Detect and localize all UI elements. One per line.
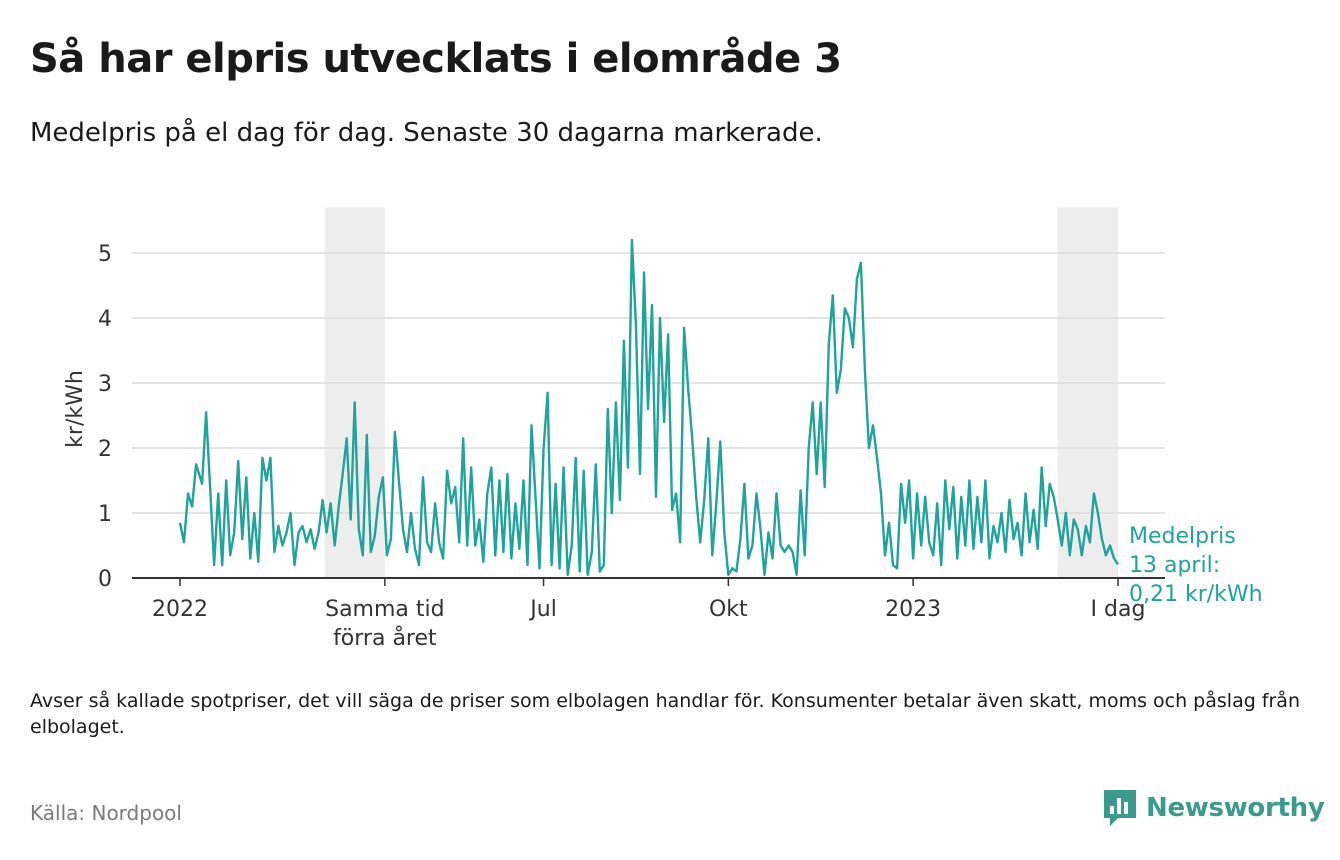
x-tick-label: 2022 [152, 597, 208, 622]
y-tick-label: 5 [98, 242, 112, 267]
price-line-chart: 0 1 2 3 4 5 kr/kWh 2022 Samma tid förra året Jul Ok… [63, 207, 1263, 651]
brand-name: Newsworthy [1146, 793, 1325, 823]
x-tick-label: förra året [333, 625, 437, 651]
series-line-medelpris [178, 238, 1119, 576]
y-tick-label: 1 [98, 502, 112, 527]
x-tick-label: Jul [528, 597, 557, 622]
annotation-line: 13 april: [1129, 553, 1220, 578]
y-axis-label: kr/kWh [63, 370, 88, 448]
y-tick-label: 4 [98, 307, 112, 332]
x-tick-label: Samma tid [325, 597, 445, 622]
chart-subtitle: Medelpris på el dag för dag. Senaste 30 … [30, 118, 823, 148]
y-tick-label: 2 [98, 437, 112, 462]
y-tick-label: 3 [98, 372, 112, 397]
footnote: Avser så kallade spotpriser, det vill sä… [30, 690, 1300, 738]
annotation-line: Medelpris [1129, 524, 1236, 549]
annotation-line: 0,21 kr/kWh [1129, 582, 1263, 607]
bar-chart-speech-bubble-icon [1104, 790, 1136, 826]
x-tick-label: 2023 [885, 597, 941, 622]
chart-title: Så har elpris utvecklats i elområde 3 [30, 36, 842, 82]
newsworthy-logo[interactable]: Newsworthy [1102, 788, 1325, 828]
x-tick-label: I dag [1091, 597, 1146, 622]
highlight-band-1 [1057, 207, 1118, 578]
source-credit: Källa: Nordpool [30, 801, 182, 825]
y-tick-label: 0 [98, 567, 112, 592]
highlight-band-0 [324, 207, 385, 578]
x-tick-label: Okt [709, 597, 748, 622]
